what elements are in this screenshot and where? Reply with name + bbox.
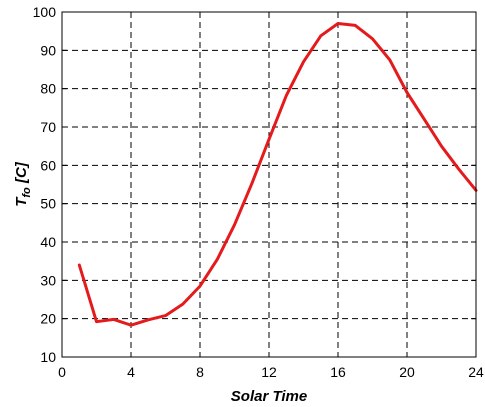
x-tick-label: 0 — [58, 364, 66, 380]
y-tick-label: 80 — [40, 81, 56, 97]
x-tick-label: 12 — [261, 364, 277, 380]
y-tick-label: 60 — [40, 157, 56, 173]
y-tick-label: 20 — [40, 311, 56, 327]
y-tick-labels: 10 20 30 40 50 60 70 80 90 100 — [33, 4, 57, 365]
grid-lines — [62, 12, 476, 357]
y-tick-label: 70 — [40, 119, 56, 135]
y-axis-title-unit: [C] — [13, 161, 30, 187]
y-tick-label: 40 — [40, 234, 56, 250]
x-tick-label: 16 — [330, 364, 346, 380]
axis-ticks — [61, 11, 477, 358]
x-tick-label: 20 — [399, 364, 415, 380]
data-series — [77, 22, 478, 327]
y-tick-label: 30 — [40, 272, 56, 288]
x-tick-label: 4 — [127, 364, 135, 380]
y-axis-title-main: T — [13, 196, 30, 207]
series-line — [77, 22, 478, 327]
y-tick-label: 90 — [40, 42, 56, 58]
x-tick-labels: 0 4 8 12 16 20 24 — [58, 364, 484, 380]
y-tick-label: 100 — [33, 4, 57, 20]
y-axis-title-subscript: fo — [21, 187, 33, 198]
x-tick-label: 8 — [196, 364, 204, 380]
x-axis-title: Solar Time — [231, 388, 307, 405]
y-tick-label: 10 — [40, 349, 56, 365]
y-axis-title: Tfo [C] — [13, 161, 33, 207]
y-tick-label: 50 — [40, 196, 56, 212]
x-tick-label: 24 — [468, 364, 484, 380]
